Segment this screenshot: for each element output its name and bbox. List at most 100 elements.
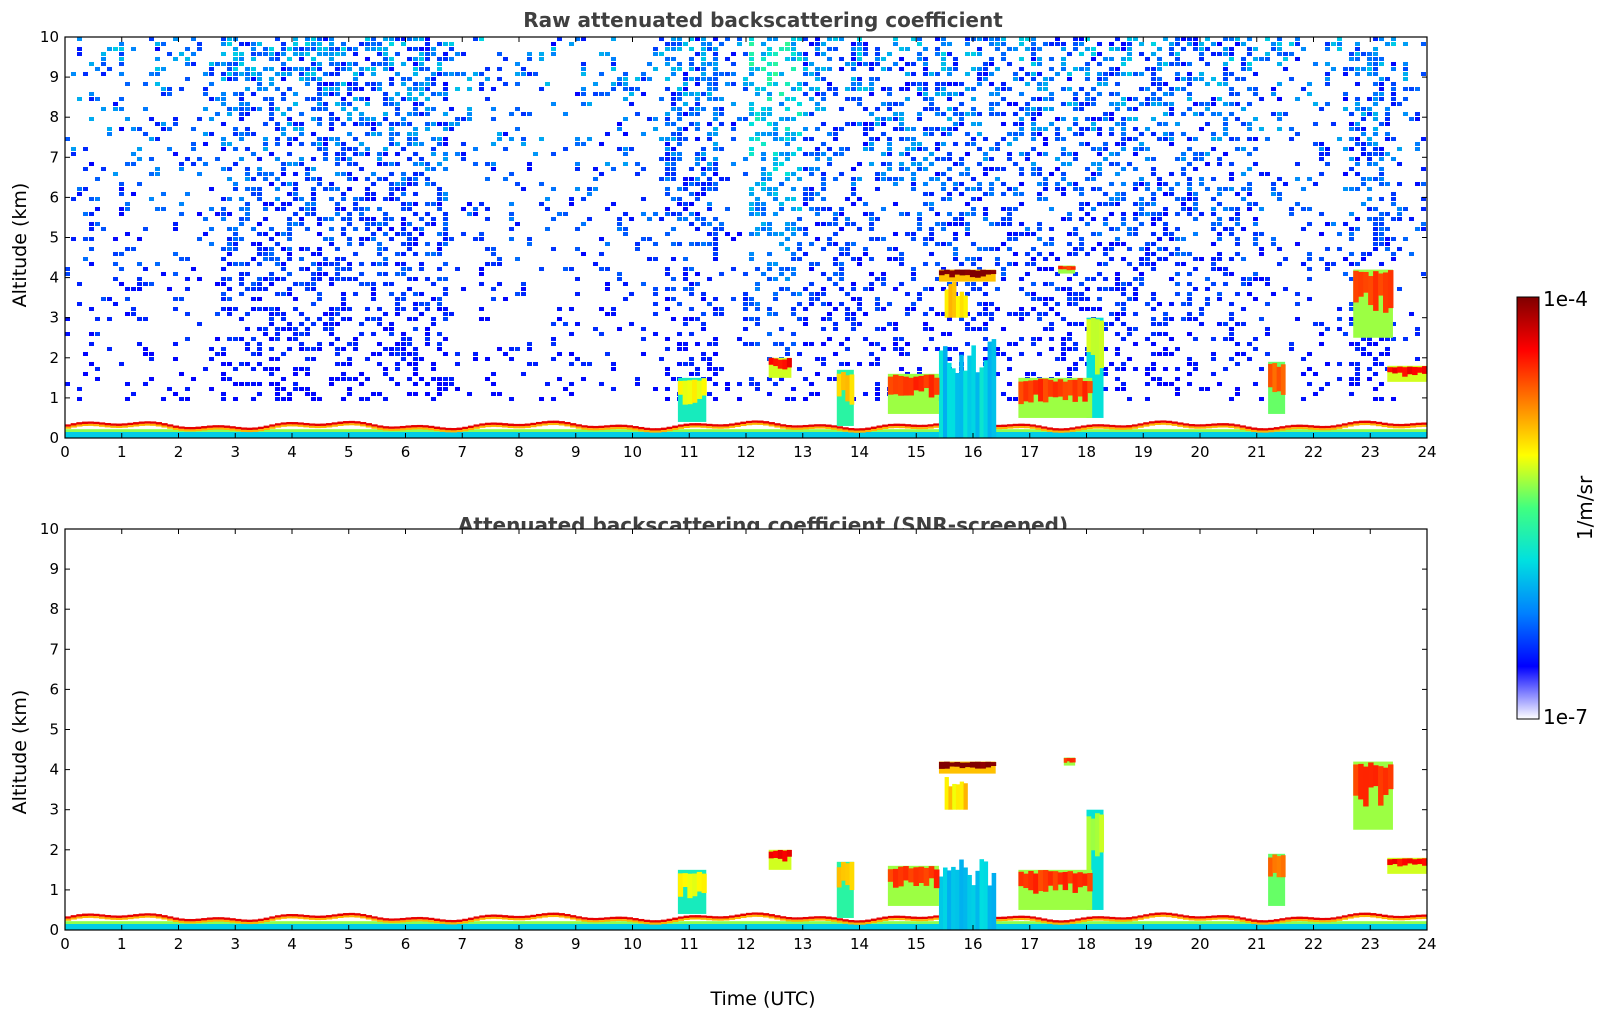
y-tick-label: 10 (40, 520, 59, 538)
heatmap-field (65, 529, 1428, 930)
y-tick-label: 3 (49, 309, 59, 327)
feature-cloud (1353, 269, 1394, 338)
feature-cloud (836, 369, 855, 426)
feature-cloud (1268, 853, 1286, 906)
feature-cloud (1268, 361, 1286, 414)
feature-cloud (887, 865, 940, 906)
plot-title: Raw attenuated backscattering coefficien… (523, 8, 1003, 32)
feature-cloud (768, 357, 792, 378)
y-tick-label: 2 (49, 841, 59, 859)
feature-precip (938, 339, 997, 438)
y-axis-label: Altitude (km) (9, 690, 31, 815)
x-tick-label: 12 (736, 443, 755, 461)
x-tick-label: 20 (1190, 935, 1209, 953)
feature-cloud (1018, 377, 1093, 418)
y-tick-label: 4 (49, 761, 59, 779)
axes: 0 1 2 3 4 5 6 7 8 9 10 11 12 13 14 15 16 17 18 19 20 21 22 23 24… (40, 520, 1437, 953)
feature-cloud (1353, 761, 1394, 830)
y-tick-label: 7 (49, 640, 59, 658)
x-tick-label: 9 (571, 443, 581, 461)
x-tick-label: 19 (1134, 443, 1153, 461)
feature-virga (944, 777, 968, 810)
x-tick-label: 6 (401, 935, 411, 953)
x-tick-label: 16 (963, 935, 982, 953)
x-tick-label: 0 (60, 443, 70, 461)
x-tick-label: 11 (680, 443, 699, 461)
y-tick-label: 1 (49, 389, 59, 407)
x-tick-label: 2 (174, 443, 184, 461)
axes: 0 1 2 3 4 5 6 7 8 9 10 11 12 13 14 15 16 17 18 19 20 21 22 23 24… (40, 28, 1437, 461)
y-tick-label: 10 (40, 28, 59, 46)
x-tick-label: 20 (1190, 443, 1209, 461)
feature-cloud (1387, 857, 1428, 874)
x-tick-label: 17 (1020, 935, 1039, 953)
x-tick-label: 0 (60, 935, 70, 953)
y-tick-label: 5 (49, 229, 59, 247)
feature-cloud (938, 269, 997, 282)
feature-cloud (1387, 365, 1428, 382)
feature-cloud (836, 861, 855, 918)
x-tick-label: 19 (1134, 935, 1153, 953)
feature-precip (938, 859, 997, 930)
y-tick-label: 8 (49, 600, 59, 618)
x-tick-label: 13 (793, 935, 812, 953)
x-tick-label: 7 (457, 935, 467, 953)
x-tick-label: 18 (1077, 443, 1096, 461)
y-tick-label: 9 (49, 68, 59, 86)
x-tick-label: 4 (287, 935, 297, 953)
x-tick-label: 3 (230, 443, 240, 461)
x-tick-label: 2 (174, 935, 184, 953)
x-tick-label: 24 (1417, 935, 1436, 953)
x-tick-label: 11 (680, 935, 699, 953)
feature-cloud (887, 373, 940, 414)
y-tick-label: 1 (49, 881, 59, 899)
x-tick-label: 14 (850, 443, 869, 461)
x-axis-label: Time (UTC) (709, 988, 815, 1010)
x-tick-label: 21 (1247, 443, 1266, 461)
x-tick-label: 22 (1304, 935, 1323, 953)
feature-cloud (677, 377, 707, 422)
colorbar-min-label: 1e-7 (1543, 705, 1588, 729)
x-tick-label: 15 (907, 935, 926, 953)
feature-cloud (1018, 869, 1093, 910)
x-tick-label: 4 (287, 443, 297, 461)
x-tick-label: 5 (344, 443, 354, 461)
x-tick-label: 24 (1417, 443, 1436, 461)
y-tick-label: 4 (49, 269, 59, 287)
x-tick-label: 17 (1020, 443, 1039, 461)
feature-virga (944, 281, 968, 318)
x-tick-label: 12 (736, 935, 755, 953)
x-tick-label: 7 (457, 443, 467, 461)
colorbar-gradient (1516, 296, 1540, 720)
x-tick-label: 8 (514, 443, 524, 461)
x-tick-label: 10 (623, 443, 642, 461)
y-tick-label: 0 (49, 429, 59, 447)
feature-cloud (1058, 265, 1076, 274)
colorbar: 1e-4 1e-7 1/m/sr (1516, 287, 1597, 729)
heatmap-field (65, 37, 1428, 438)
x-tick-label: 6 (401, 443, 411, 461)
y-tick-label: 9 (49, 560, 59, 578)
x-tick-label: 22 (1304, 443, 1323, 461)
x-tick-label: 13 (793, 443, 812, 461)
y-tick-label: 7 (49, 148, 59, 166)
x-tick-label: 1 (117, 443, 127, 461)
x-tick-label: 18 (1077, 935, 1096, 953)
y-tick-label: 5 (49, 721, 59, 739)
feature-cloud (1063, 757, 1076, 766)
x-tick-label: 23 (1361, 443, 1380, 461)
y-tick-label: 0 (49, 921, 59, 939)
x-tick-label: 5 (344, 935, 354, 953)
y-tick-label: 6 (49, 680, 59, 698)
x-tick-label: 15 (907, 443, 926, 461)
y-tick-label: 2 (49, 349, 59, 367)
feature-cloud (677, 869, 707, 914)
y-tick-label: 3 (49, 801, 59, 819)
x-tick-label: 16 (963, 443, 982, 461)
feature-cloud (938, 761, 997, 774)
x-tick-label: 9 (571, 935, 581, 953)
x-tick-label: 3 (230, 935, 240, 953)
plot-background (65, 529, 1427, 930)
raw-backscatter-plot: Raw attenuated backscattering coefficien… (9, 8, 1437, 461)
